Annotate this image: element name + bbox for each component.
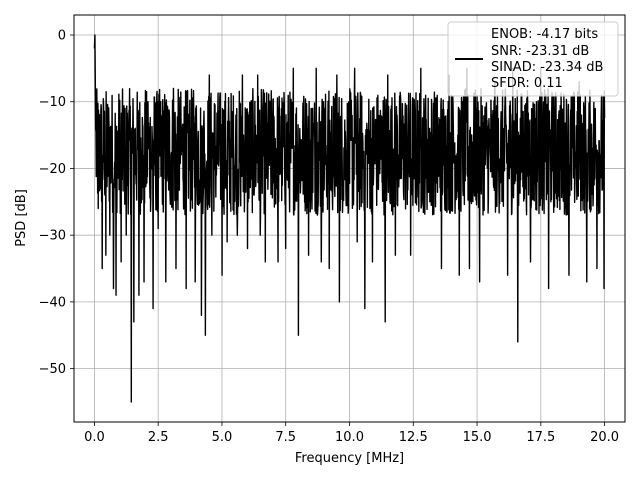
- x-tick-label: 7.5: [275, 430, 296, 445]
- y-ticks: 0 −10 −20 −30 −40 −50: [39, 29, 74, 377]
- x-tick-label: 12.5: [399, 430, 428, 445]
- y-tick-label: −40: [39, 295, 66, 310]
- psd-series-line: [93, 34, 606, 403]
- y-tick-label: −20: [39, 162, 66, 177]
- x-axis-label: Frequency [MHz]: [295, 451, 404, 466]
- x-tick-label: 15.0: [463, 430, 492, 445]
- x-tick-label: 20.0: [590, 430, 619, 445]
- legend-box: [447, 21, 619, 97]
- legend-entry-sinad: SINAD: -23.34 dB: [491, 60, 603, 75]
- legend-entry-snr: SNR: -23.31 dB: [491, 44, 589, 59]
- data-layer: [93, 34, 606, 403]
- x-tick-label: 5.0: [212, 430, 233, 445]
- x-tick-label: 17.5: [526, 430, 555, 445]
- legend-entry-enob: ENOB: -4.17 bits: [491, 27, 598, 42]
- y-tick-label: −50: [39, 362, 66, 377]
- x-tick-label: 0.0: [84, 430, 105, 445]
- x-tick-label: 2.5: [148, 430, 169, 445]
- legend-entry-sfdr: SFDR: 0.11: [491, 76, 563, 91]
- y-tick-label: 0: [58, 29, 66, 44]
- legend: ENOB: -4.17 bits SNR: -23.31 dB SINAD: -…: [447, 21, 619, 97]
- x-tick-label: 10.0: [335, 430, 364, 445]
- x-ticks: 0.0 2.5 5.0 7.5 10.0 12.5 15.0 17.5 20.0: [84, 422, 619, 445]
- y-axis-label: PSD [dB]: [14, 189, 29, 247]
- y-tick-label: −30: [39, 229, 66, 244]
- y-tick-label: −10: [39, 95, 66, 110]
